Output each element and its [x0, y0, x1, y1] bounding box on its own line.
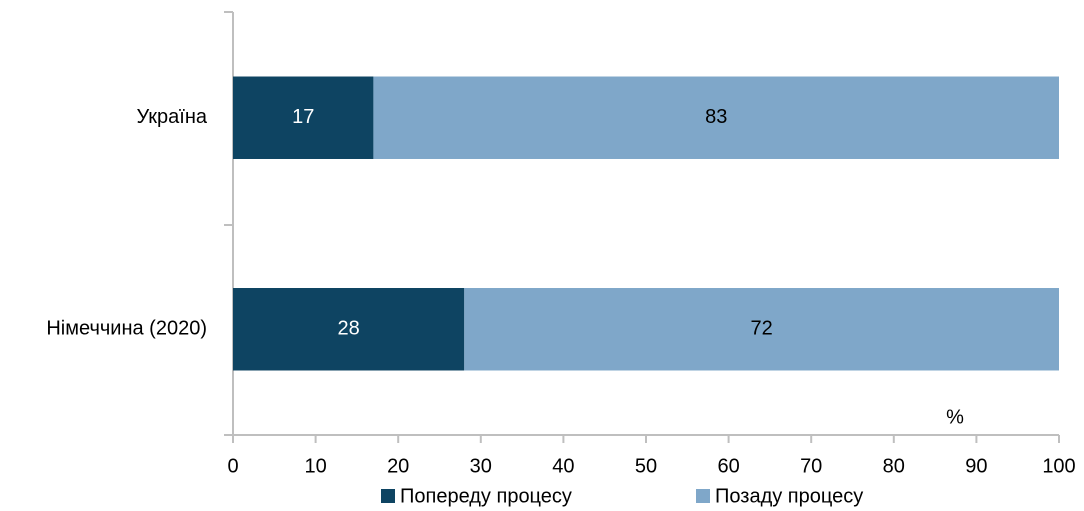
x-tick-label: 60: [717, 455, 739, 477]
legend-swatch: [381, 489, 395, 503]
x-tick-label: 30: [470, 455, 492, 477]
x-tick-label: 100: [1042, 455, 1075, 477]
bar-segment: [464, 288, 1059, 371]
x-tick-label: 50: [635, 455, 657, 477]
data-label: 72: [751, 318, 773, 340]
y-tick-label: Німеччина (2020): [46, 318, 207, 340]
data-label: 28: [338, 318, 360, 340]
legend-swatch: [696, 489, 710, 503]
x-tick-label: 0: [227, 455, 238, 477]
x-tick-label: 20: [387, 455, 409, 477]
y-tick-label: Україна: [136, 106, 207, 128]
legend-label: Позаду процесу: [715, 485, 863, 507]
x-tick-label: 80: [883, 455, 905, 477]
data-label: 83: [705, 106, 727, 128]
x-tick-label: 90: [965, 455, 987, 477]
x-tick-label: 40: [552, 455, 574, 477]
x-tick-label: 10: [304, 455, 326, 477]
x-tick-label: 70: [800, 455, 822, 477]
bar-segment: [373, 76, 1059, 159]
legend-label: Попереду процесу: [400, 485, 572, 507]
bar-segment: [233, 288, 465, 371]
data-label: 17: [292, 106, 314, 128]
bar-segment: [233, 76, 374, 159]
unit-label: %: [946, 406, 964, 428]
